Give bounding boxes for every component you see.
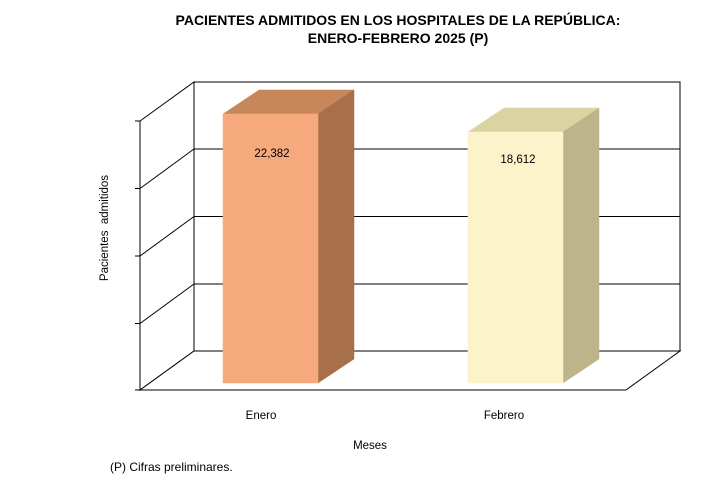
gridline-side: [139, 148, 195, 189]
data-label-enero: 22,382: [254, 148, 289, 160]
data-label-febrero: 18,612: [500, 154, 535, 166]
gridline-side: [139, 283, 195, 324]
bar-febrero-side-face: [562, 107, 600, 384]
bar-enero-side-face: [317, 89, 355, 384]
y-axis-title: Pacientes admitidos: [99, 175, 111, 281]
category-label-enero: Enero: [246, 410, 277, 422]
bar-febrero: 18,612: [467, 107, 600, 384]
footnote: (P) Cifras preliminares.: [110, 460, 233, 474]
bar-enero-front-face: [222, 113, 319, 384]
chart-title-line-1: PACIENTES ADMITIDOS EN LOS HOSPITALES DE…: [176, 11, 621, 28]
x-axis-title: Meses: [353, 440, 387, 452]
bar-enero: 22,382: [222, 89, 355, 384]
gridline-side: [139, 216, 195, 257]
chart-title-line-2: ENERO-FEBRERO 2025 (P): [308, 30, 488, 46]
category-label-febrero: Febrero: [484, 410, 524, 422]
bar-febrero-front-face: [467, 131, 564, 384]
